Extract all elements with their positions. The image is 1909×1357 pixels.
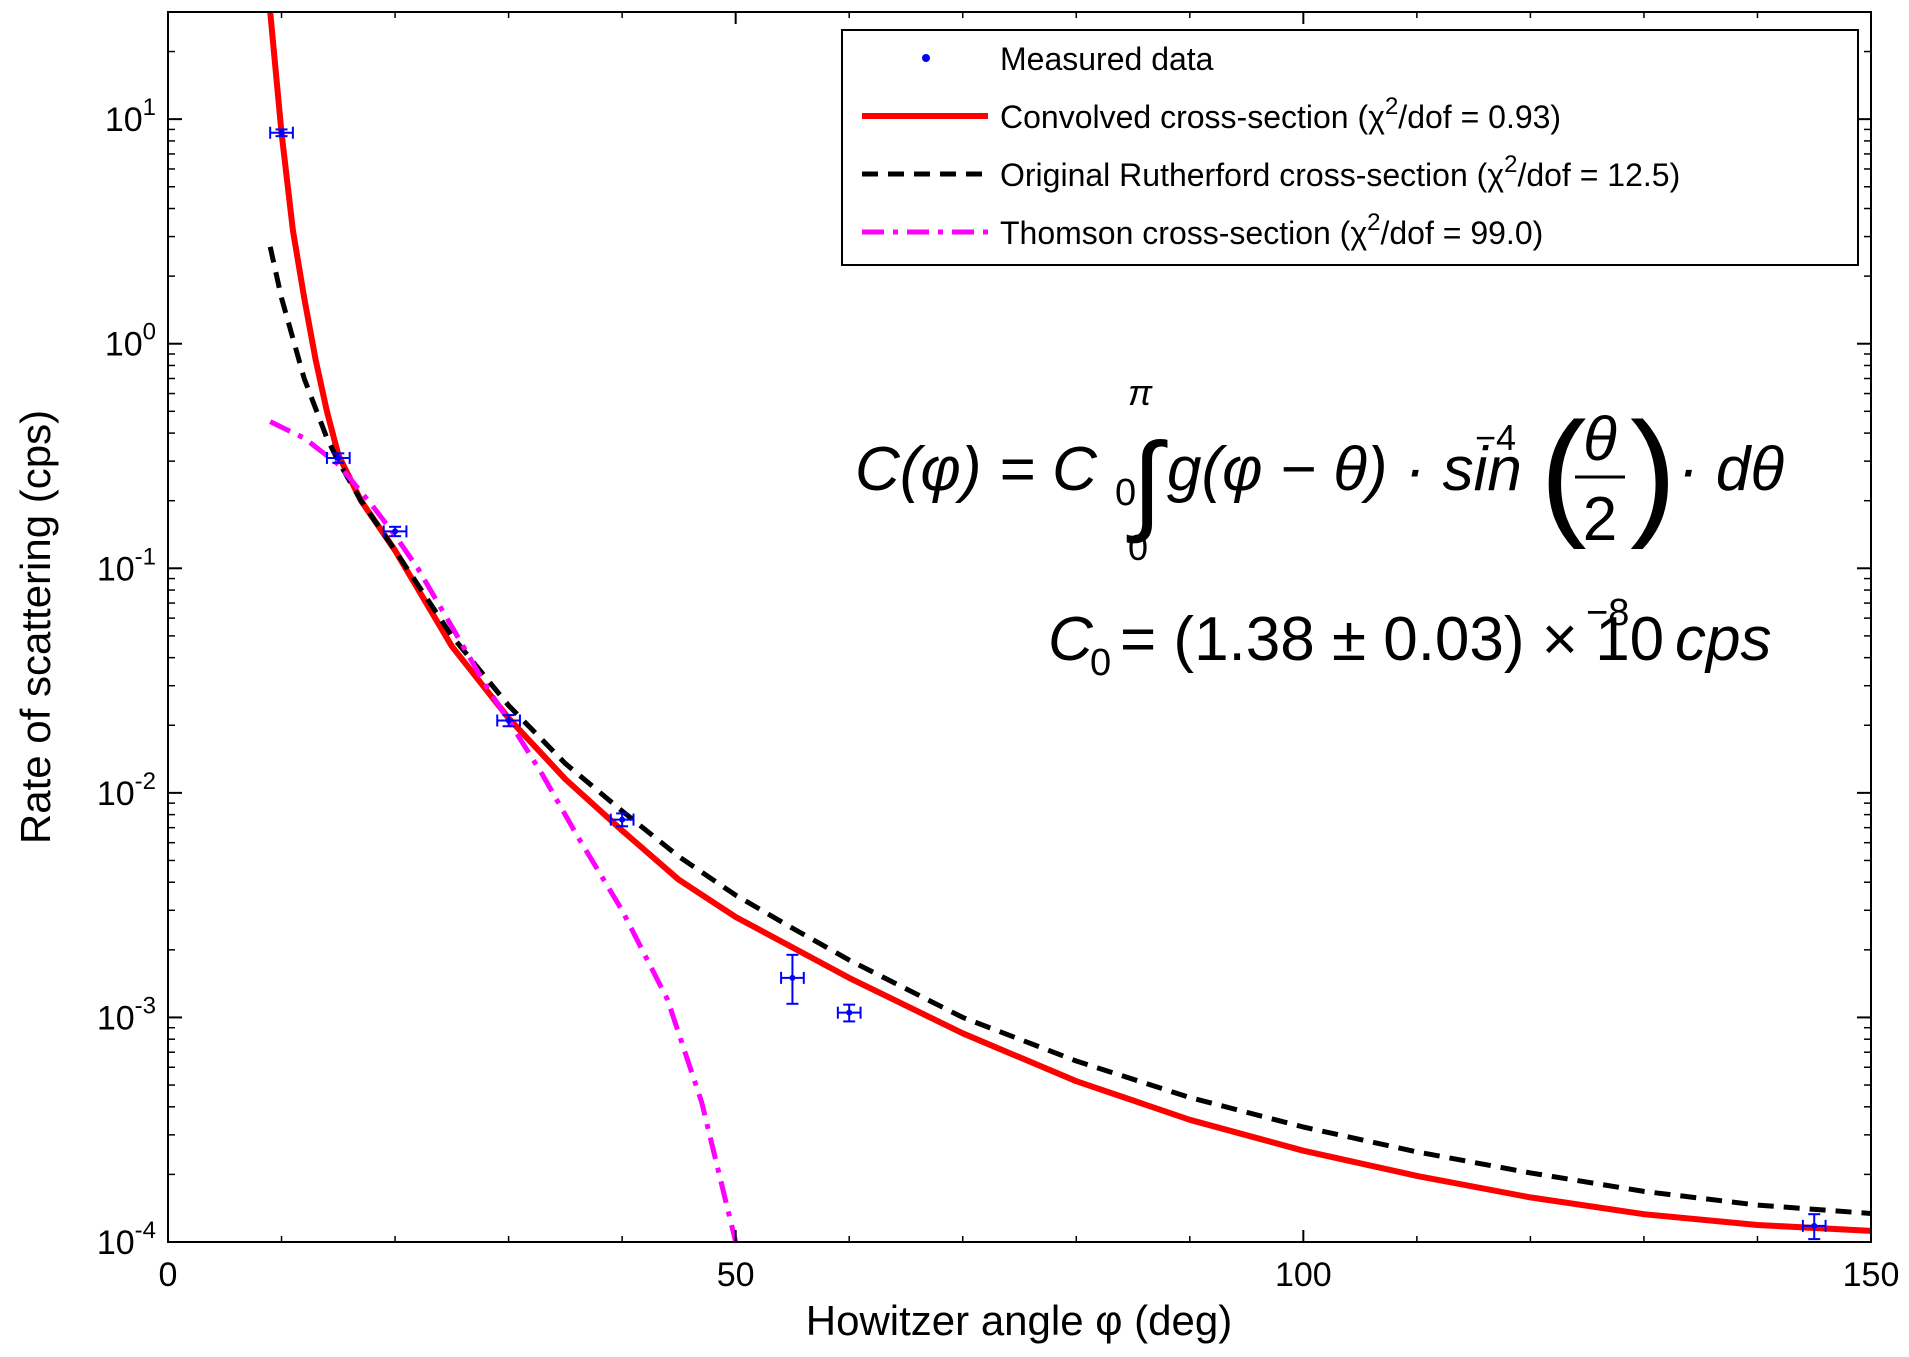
legend-label-suffix: /dof = 99.0) — [1380, 215, 1543, 251]
formula1-right-paren: ) — [1630, 393, 1677, 550]
x-axis-label: Howitzer angle φ (deg) — [806, 1297, 1232, 1344]
data-point — [1801, 1213, 1827, 1241]
series-line-thomson-cross-section — [269, 419, 739, 1242]
x-tick-label: 0 — [159, 1256, 178, 1294]
legend-label-suffix: /dof = 0.93) — [1398, 99, 1561, 135]
data-point-marker — [335, 454, 342, 461]
formula1-numerator: θ — [1583, 405, 1617, 474]
formula1-left-paren: ( — [1540, 393, 1587, 550]
formula-convolution: C(φ) = C 0 ∫ π 0 g(φ − θ) · sin −4 ( θ 2… — [855, 372, 1784, 568]
formula2-unit: cps — [1675, 605, 1771, 674]
y-tick-label-base: 10 — [105, 101, 143, 139]
data-point — [382, 525, 408, 538]
data-point — [609, 812, 635, 828]
y-tick-label-exponent: 0 — [143, 319, 156, 346]
y-tick-label-exponent: -4 — [135, 1217, 156, 1244]
formula1-lhs: C(φ) = C — [855, 435, 1098, 504]
y-tick-label: 100 — [105, 319, 156, 364]
y-tick-label-base: 10 — [97, 1224, 135, 1262]
legend-item: Thomson cross-section (χ2/dof = 99.0) — [862, 209, 1543, 251]
y-tick-label: 10-3 — [97, 992, 156, 1037]
data-point — [496, 714, 521, 728]
legend-item: Original Rutherford cross-section (χ2/do… — [862, 151, 1680, 193]
data-point-marker — [505, 717, 512, 724]
x-tick-label: 50 — [717, 1256, 755, 1294]
y-tick-label: 10-2 — [97, 768, 156, 813]
data-point — [836, 1003, 862, 1023]
data-points-layer — [269, 126, 1827, 1241]
y-tick-label-base: 10 — [97, 550, 135, 588]
legend-label-text: Convolved cross-section (χ — [1000, 99, 1385, 135]
y-tick-label: 101 — [105, 94, 156, 139]
legend-label: Thomson cross-section (χ2/dof = 99.0) — [1000, 209, 1543, 251]
legend-label: Convolved cross-section (χ2/dof = 0.93) — [1000, 93, 1561, 135]
formula1-sine-power: −4 — [1475, 417, 1516, 458]
legend-label-superscript: 2 — [1504, 151, 1517, 178]
legend-swatch-point — [922, 54, 930, 62]
formula1-lhs-sub: 0 — [1115, 472, 1136, 514]
legend-label-superscript: 2 — [1385, 93, 1398, 120]
formula1-integral-sign: ∫ — [1126, 421, 1168, 544]
y-tick-label-exponent: -3 — [135, 992, 156, 1019]
formula1-upper-limit: π — [1128, 372, 1153, 413]
y-tick-label-exponent: -2 — [135, 768, 156, 795]
data-point-marker — [278, 129, 285, 136]
legend-label: Measured data — [1000, 41, 1214, 77]
legend-label-suffix: /dof = 12.5) — [1517, 157, 1680, 193]
y-tick-label-exponent: -1 — [135, 543, 156, 570]
y-tick-label: 10-4 — [97, 1217, 156, 1262]
y-tick-label-base: 10 — [105, 326, 143, 364]
data-point — [325, 451, 351, 464]
legend-frame — [841, 29, 1859, 266]
data-point — [780, 953, 805, 1005]
series-line-convolved-cross-section — [267, 12, 1871, 1234]
data-point-marker — [619, 816, 626, 823]
y-tick-label-exponent: 1 — [143, 94, 156, 121]
legend-label-text: Original Rutherford cross-section (χ — [1000, 157, 1504, 193]
legend-item: Measured data — [922, 41, 1214, 77]
formula1-tail: · dθ — [1678, 435, 1784, 504]
formula2-exponent: −8 — [1586, 592, 1629, 634]
data-point — [269, 126, 294, 139]
legend-item: Convolved cross-section (χ2/dof = 0.93) — [862, 93, 1561, 135]
data-point-marker — [846, 1009, 853, 1016]
legend-label-superscript: 2 — [1367, 209, 1380, 236]
formula2-rhs: = (1.38 ± 0.03) × 10 — [1120, 605, 1664, 674]
data-point-marker — [789, 974, 796, 981]
y-axis-label: Rate of scattering (cps) — [12, 410, 59, 844]
x-tick-label: 100 — [1275, 1256, 1332, 1294]
formula2-lhs: C — [1048, 605, 1094, 674]
y-tick-label: 10-1 — [97, 543, 156, 588]
formula-fit-result: C 0 = (1.38 ± 0.03) × 10 −8 cps — [1048, 592, 1771, 684]
plot-frame — [167, 11, 1872, 1243]
formula1-denominator: 2 — [1583, 485, 1617, 554]
x-tick-label: 150 — [1843, 1256, 1900, 1294]
legend-label: Original Rutherford cross-section (χ2/do… — [1000, 151, 1680, 193]
ticks-layer — [167, 11, 1872, 1243]
legend-label-text: Thomson cross-section (χ — [1000, 215, 1367, 251]
data-point-marker — [392, 528, 399, 535]
formula2-lhs-sub: 0 — [1090, 642, 1111, 684]
data-point-marker — [1811, 1222, 1818, 1229]
y-tick-label-base: 10 — [97, 775, 135, 813]
formula1-lower-limit: 0 — [1128, 527, 1148, 568]
formula1-integrand: g(φ − θ) · sin — [1167, 435, 1522, 504]
y-tick-label-base: 10 — [97, 999, 135, 1037]
legend-label-text: Measured data — [1000, 41, 1214, 77]
